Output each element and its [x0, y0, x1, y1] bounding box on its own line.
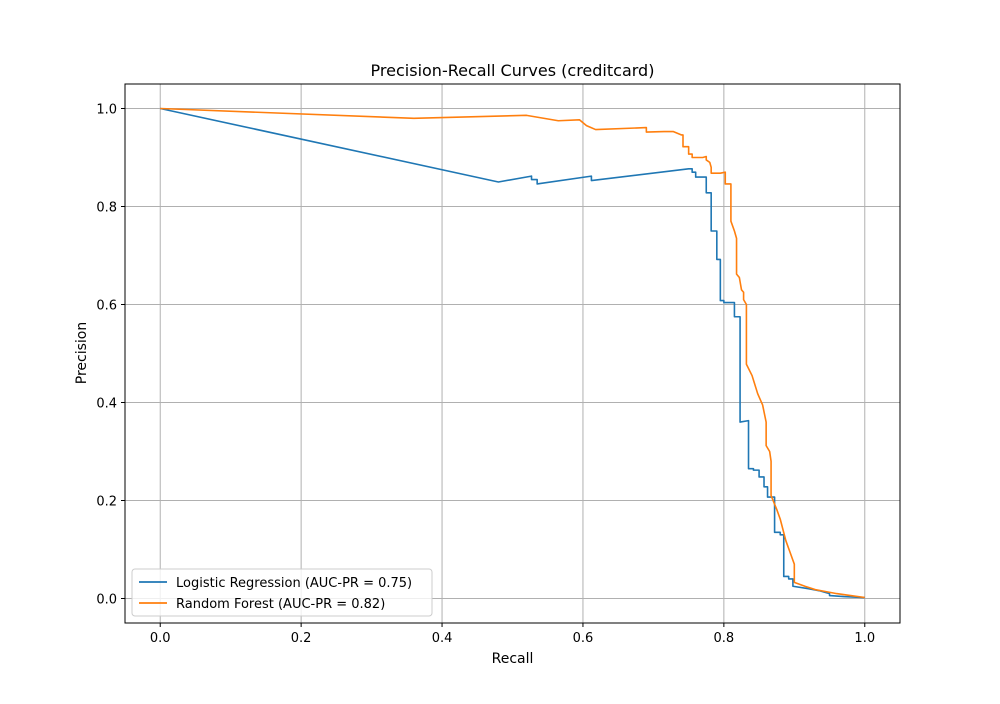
x-tick-label: 0.4: [432, 631, 453, 646]
legend-label-1: Logistic Regression (AUC-PR = 0.75): [176, 576, 412, 591]
y-tick-label: 0.8: [96, 201, 117, 216]
x-tick-label: 1.0: [854, 631, 875, 646]
x-axis-label: Recall: [492, 651, 534, 667]
y-tick-label: 0.6: [96, 299, 117, 314]
series-group: [160, 107, 865, 599]
series-line-1: [160, 107, 865, 599]
y-tick-label: 0.4: [96, 397, 117, 412]
x-tick-label: 0.0: [150, 631, 171, 646]
legend: Logistic Regression (AUC-PR = 0.75) Rando…: [131, 568, 433, 617]
y-tick-label: 0.0: [96, 593, 117, 608]
chart-title: Precision-Recall Curves (creditcard): [371, 61, 655, 80]
x-tick-label: 0.8: [714, 631, 735, 646]
grid: [125, 84, 900, 623]
y-axis-label: Precision: [74, 322, 90, 384]
ticks: 0.0 0.2 0.4 0.6 0.8 1.0 0.0 0.2 0.4 0.6 0.8 1.0: [96, 103, 875, 647]
y-tick-label: 1.0: [96, 103, 117, 118]
y-tick-label: 0.2: [96, 495, 117, 510]
legend-box: [131, 568, 433, 617]
legend-label-2: Random Forest (AUC-PR = 0.82): [176, 597, 385, 612]
x-tick-label: 0.2: [291, 631, 312, 646]
x-tick-label: 0.6: [573, 631, 594, 646]
plot-frame: [124, 83, 901, 624]
series-line-2: [160, 107, 865, 599]
